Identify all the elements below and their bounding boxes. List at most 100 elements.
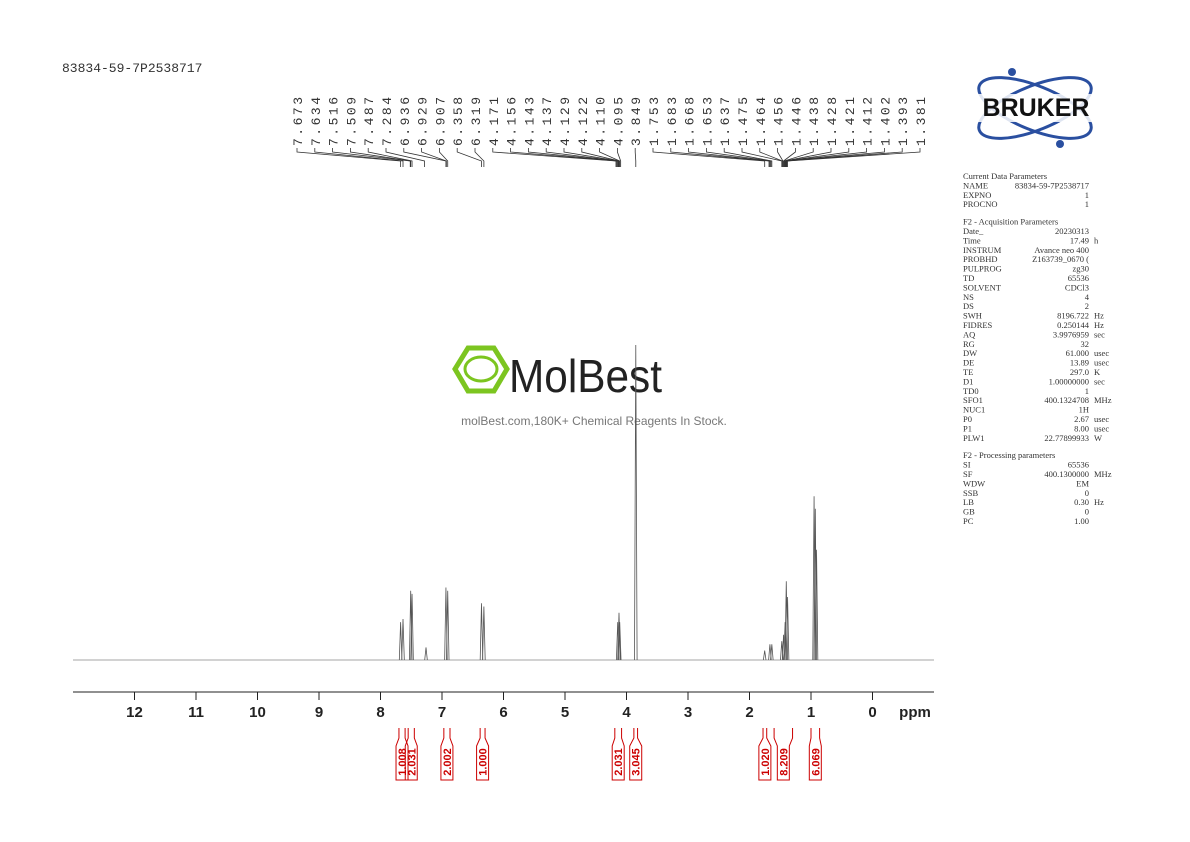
param-value: Avance neo 400	[1034, 245, 1089, 255]
peak-leader	[785, 148, 885, 167]
peak	[785, 596, 790, 661]
param-unit: W	[1094, 433, 1102, 443]
param-value: 61.000	[1066, 348, 1089, 358]
peak-label: 4.129	[558, 94, 573, 146]
peak-label: 1.653	[700, 94, 715, 146]
peak-leader	[403, 148, 447, 167]
peak	[634, 344, 638, 661]
x-tick-label: 1	[807, 704, 815, 721]
peak	[401, 619, 405, 661]
param-name: NUC1	[963, 405, 985, 415]
peak-leader	[332, 148, 411, 167]
x-tick-label: 7	[438, 704, 446, 721]
param-name: PULPROG	[963, 264, 1002, 274]
peak-label: 6.319	[469, 94, 484, 146]
param-value: 0.250144	[1057, 320, 1090, 330]
param-unit: sec	[1094, 329, 1105, 339]
param-value: 2	[1085, 301, 1089, 311]
peak-label: 1.421	[843, 94, 858, 146]
peak-label: 7.284	[380, 94, 395, 146]
peak-leader	[787, 148, 921, 167]
x-tick-label: 9	[315, 704, 323, 721]
param-name: NS	[963, 292, 974, 302]
peak-leader	[314, 148, 404, 167]
peak-label: 1.637	[718, 94, 733, 146]
param-section-title: Current Data Parameters	[963, 171, 1047, 181]
integral-bracket	[629, 728, 643, 781]
param-name: PROBHD	[963, 254, 997, 264]
watermark-icon	[452, 345, 510, 394]
param-name: D1	[963, 376, 973, 386]
param-name: TD0	[963, 386, 979, 396]
param-value: 0	[1085, 488, 1089, 498]
param-name: SFO1	[963, 395, 983, 405]
param-value: 8196.722	[1057, 311, 1089, 321]
param-unit: usec	[1094, 348, 1109, 358]
param-value: 22.77899933	[1044, 433, 1089, 443]
param-name: FIDRES	[963, 320, 993, 330]
peak-leader	[545, 148, 619, 167]
peak-label: 1.412	[861, 94, 876, 146]
param-value: 1.00	[1074, 516, 1089, 526]
watermark-slogan: molBest.com,180K+ Chemical Reagents In S…	[461, 414, 727, 428]
peak-leader	[706, 148, 772, 167]
peak-label: 1.402	[878, 94, 893, 146]
peak-leader	[784, 148, 832, 167]
peak-label: 6.907	[433, 94, 448, 146]
peak-label: 4.110	[594, 94, 609, 146]
peak-label: 1.438	[807, 94, 822, 146]
logo-dot	[1008, 68, 1016, 76]
integral-bracket	[395, 728, 409, 781]
param-value: 65536	[1068, 460, 1089, 470]
param-value: 400.1324708	[1044, 395, 1089, 405]
integral-value: 3.045	[631, 748, 643, 776]
param-value: 4	[1085, 292, 1090, 302]
param-name: PLW1	[963, 433, 985, 443]
peak-label: 4.122	[576, 94, 591, 146]
param-value: 65536	[1068, 273, 1089, 283]
peak-label: 4.095	[611, 94, 626, 146]
peak-label: 1.393	[896, 94, 911, 146]
integral-bracket	[440, 728, 454, 781]
param-section-title: F2 - Acquisition Parameters	[963, 217, 1058, 227]
param-name: P0	[963, 414, 972, 424]
param-value: 13.89	[1070, 358, 1089, 368]
peak-leader	[783, 148, 796, 167]
peak	[618, 622, 622, 661]
peak-leader	[349, 148, 412, 167]
param-name: WDW	[963, 478, 985, 488]
x-tick-label: 8	[376, 704, 384, 721]
logo-dot	[1056, 140, 1064, 148]
peak-leader	[563, 148, 619, 167]
param-name: NAME	[963, 180, 988, 190]
peak-label: 1.381	[914, 94, 929, 146]
param-name: P1	[963, 423, 972, 433]
param-value: 32	[1081, 339, 1090, 349]
peak-leader	[634, 148, 637, 167]
logo-band	[960, 94, 1110, 122]
peak-label: 1.683	[665, 94, 680, 146]
integral-value: 6.069	[810, 748, 822, 776]
watermark-logo: MolBest	[509, 350, 662, 402]
peak-leader	[474, 148, 485, 167]
peak-leader	[784, 148, 850, 167]
integral-value: 1.008	[397, 748, 409, 776]
peak-leader	[438, 148, 449, 167]
peak	[482, 606, 486, 661]
peak	[762, 650, 767, 661]
param-unit: Hz	[1094, 320, 1104, 330]
param-name: GB	[963, 507, 975, 517]
param-name: SOLVENT	[963, 282, 1002, 292]
peak-leader	[688, 148, 771, 167]
peak-leader	[785, 148, 867, 167]
param-name: TD	[963, 273, 974, 283]
peak-label: 7.487	[362, 94, 377, 146]
param-value: 8.00	[1074, 423, 1089, 433]
peak-label: 1.446	[789, 94, 804, 146]
x-tick-label: 10	[249, 704, 266, 721]
peak-label: 1.753	[647, 94, 662, 146]
watermark-icon	[463, 355, 499, 383]
param-name: PROCNO	[963, 199, 997, 209]
param-name: AQ	[963, 329, 975, 339]
